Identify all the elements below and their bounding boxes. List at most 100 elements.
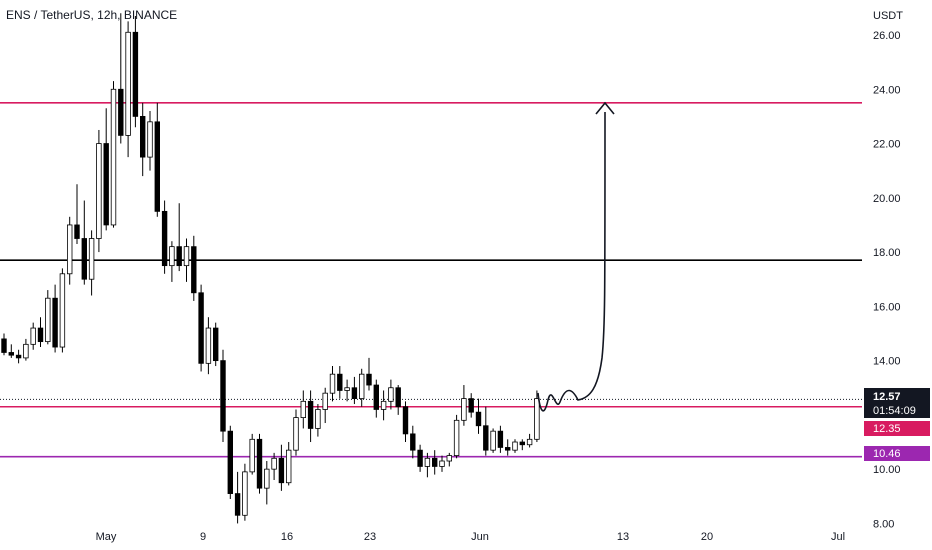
candle [169, 241, 175, 282]
candle-body [227, 430, 233, 494]
candle [490, 428, 496, 453]
candle [512, 439, 518, 453]
candle [198, 284, 204, 372]
candle-body [300, 400, 306, 419]
candle-body [519, 441, 525, 446]
candle [307, 390, 314, 443]
candle [1, 333, 7, 356]
candle-body [461, 398, 467, 421]
candle [139, 102, 146, 177]
candle-body [242, 471, 248, 516]
candle [497, 425, 504, 453]
candle [23, 338, 29, 361]
candle-body [30, 327, 36, 345]
candle-body [183, 246, 190, 267]
candle-body [161, 210, 168, 267]
candle-body [344, 387, 350, 391]
candle-body [139, 116, 146, 158]
candle [483, 406, 489, 456]
candle [183, 238, 190, 282]
candle-body [293, 417, 299, 451]
price-tick-label: 22.00 [873, 139, 901, 151]
candle [242, 463, 248, 521]
candle-body [402, 406, 409, 435]
candle-body [446, 455, 452, 462]
candle-body [490, 430, 496, 451]
candle [337, 366, 343, 399]
candle [118, 13, 124, 144]
candle-body [504, 447, 511, 451]
price-tick-label: 20.00 [873, 193, 901, 205]
candle-body [110, 88, 117, 226]
candle-body [96, 143, 102, 239]
candle-body [23, 343, 29, 359]
candle-body [453, 419, 460, 456]
candle-body [81, 238, 87, 280]
level-low-value: 10.46 [873, 448, 901, 460]
candle-body [176, 246, 182, 267]
last-price-badge: 12.57 01:54:09 [864, 388, 930, 418]
candle [315, 404, 321, 437]
candle-body [37, 327, 44, 343]
candle [191, 235, 197, 301]
candle [461, 385, 467, 426]
candle-body [534, 398, 540, 440]
candle-body [103, 143, 109, 226]
candle-body [366, 373, 372, 386]
candle [431, 450, 438, 475]
time-axis-ticks: May 9 16 23 Jun 13 20 Jul [96, 531, 845, 543]
candle-body [483, 425, 489, 451]
time-tick-label: 16 [281, 531, 293, 543]
candle-body [468, 398, 474, 413]
candle [147, 110, 153, 171]
candle-body [271, 457, 277, 470]
price-tick-label: 8.00 [873, 518, 894, 530]
horizontal-levels [0, 102, 862, 458]
time-tick-label: Jun [471, 531, 489, 543]
candle-body [424, 457, 431, 467]
candle [300, 390, 306, 429]
candle [417, 444, 423, 472]
candle-body [118, 88, 124, 136]
price-tick-label: 16.00 [873, 301, 901, 313]
candle-body [307, 400, 314, 429]
candle [96, 129, 102, 253]
candle-body [88, 238, 95, 280]
candle-body [1, 338, 7, 353]
candle [373, 379, 379, 418]
candle-body [169, 246, 175, 267]
candle [103, 108, 109, 231]
candle [132, 16, 139, 128]
candle-body [264, 468, 270, 489]
candle [388, 379, 394, 410]
candle-body [351, 387, 358, 400]
candle [329, 366, 336, 402]
candle [110, 81, 117, 228]
price-tick-label: 10.00 [873, 464, 901, 476]
candle-body [15, 354, 22, 359]
candle-body [358, 373, 365, 400]
candle-body [431, 457, 438, 467]
candle-body [373, 384, 379, 410]
candle-body [154, 121, 160, 212]
candle-body [388, 387, 394, 402]
candle-body [278, 457, 285, 484]
candle [446, 452, 452, 467]
candle-body [329, 373, 336, 394]
candle [366, 357, 372, 391]
candle-body [59, 273, 66, 348]
price-axis-unit: USDT [873, 10, 903, 22]
price-tick-label: 26.00 [873, 30, 901, 42]
candle [59, 268, 66, 353]
candle-body [475, 411, 482, 427]
candle-body [67, 224, 73, 275]
candle [271, 452, 277, 481]
candle-body [198, 292, 204, 364]
candle [475, 398, 482, 434]
chart-title: ENS / TetherUS, 12h, BINANCE [6, 8, 178, 22]
candle-body [191, 246, 197, 294]
time-tick-label: 13 [617, 531, 629, 543]
candle [278, 444, 285, 491]
price-tick-label: 18.00 [873, 247, 901, 259]
